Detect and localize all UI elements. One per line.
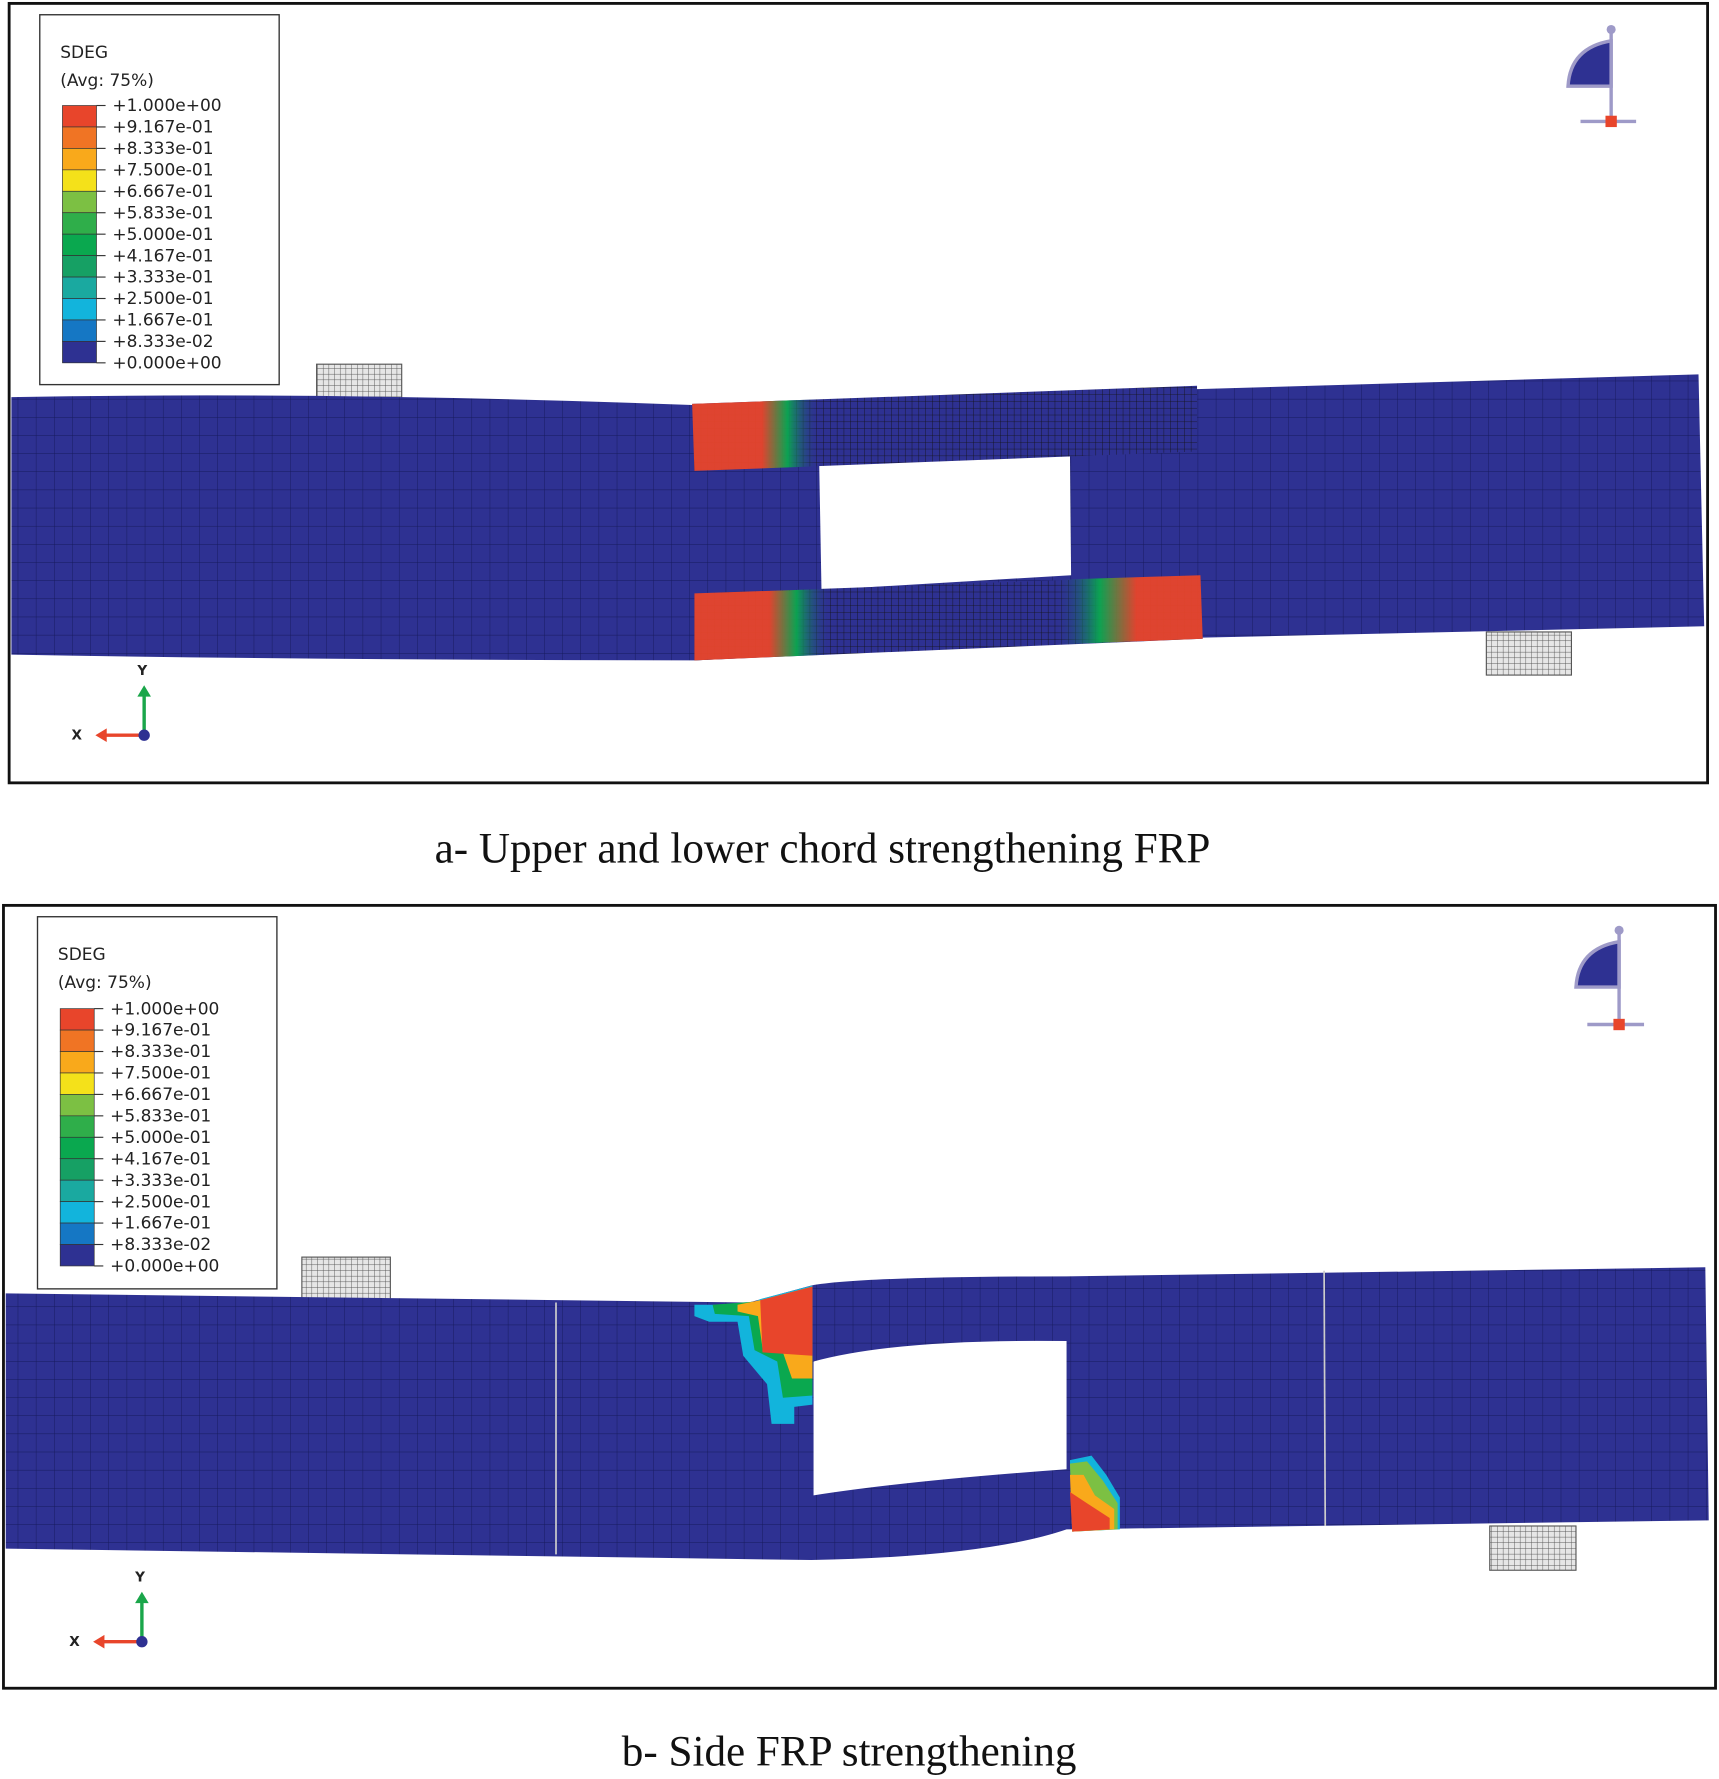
support-plate: [1489, 1525, 1577, 1571]
legend-swatch: [59, 1136, 95, 1160]
damage-zone: [694, 588, 831, 661]
web-opening: [813, 1340, 1067, 1496]
legend-value: +1.667e-01: [112, 311, 213, 331]
legend-value: +4.167e-01: [110, 1149, 211, 1169]
legend-value: +3.333e-01: [110, 1171, 211, 1191]
support-plate: [1485, 631, 1573, 676]
legend-value: +3.333e-01: [112, 268, 213, 288]
legend-value: +1.000e+00: [112, 96, 221, 116]
legend-value: +8.333e-01: [112, 139, 213, 159]
x-axis-label: X: [69, 1634, 80, 1650]
legend-swatch: [59, 1222, 95, 1245]
legend-value: +5.833e-01: [110, 1107, 211, 1127]
legend-swatch: [59, 1244, 95, 1267]
legend-swatch: [59, 1072, 95, 1095]
legend-value: +7.500e-01: [110, 1064, 211, 1084]
legend-swatch: [59, 1051, 95, 1074]
legend-swatch: [62, 190, 97, 214]
legend-swatch: [62, 233, 97, 256]
legend-value: +8.333e-02: [110, 1235, 211, 1255]
caption-b: b- Side FRP strengthening: [622, 1728, 1077, 1775]
y-axis-label: Y: [136, 663, 147, 679]
legend-swatch: [59, 1094, 95, 1117]
load-plate: [301, 1256, 391, 1300]
legend-value: +9.167e-01: [112, 118, 213, 138]
legend-swatch: [62, 319, 97, 342]
view-cube-icon: [1574, 925, 1645, 1031]
legend: SDEG (Avg: 75%) +1.000e+00+9.167e-01+8.3…: [36, 916, 278, 1290]
legend-value: +2.500e-01: [112, 289, 213, 309]
panel-a: SDEG (Avg: 75%) +1.000e+00+9.167e-01+8.3…: [7, 1, 1710, 872]
legend-value: +8.333e-02: [112, 332, 213, 352]
legend-swatch: [62, 341, 97, 364]
legend-value: +2.500e-01: [110, 1192, 211, 1212]
legend-title: SDEG: [58, 945, 106, 965]
legend-value: +6.667e-01: [112, 182, 213, 202]
panel-b: SDEG (Avg: 75%) +1.000e+00+9.167e-01+8.3…: [2, 903, 1717, 1775]
legend-swatch: [62, 105, 97, 128]
legend-value: +5.000e-01: [112, 225, 213, 245]
view-cube-icon: [1566, 24, 1637, 128]
legend-swatch: [62, 276, 97, 299]
legend-value: +0.000e+00: [112, 354, 221, 374]
legend-subtitle: (Avg: 75%): [58, 973, 152, 993]
legend-value: +1.000e+00: [110, 999, 219, 1019]
legend-swatch: [62, 212, 97, 235]
legend-swatch: [62, 298, 97, 321]
legend-title: SDEG: [60, 43, 108, 63]
legend-swatch: [59, 1115, 95, 1138]
legend-swatch: [59, 1158, 95, 1181]
legend-value: +4.167e-01: [112, 246, 213, 266]
legend-value: +6.667e-01: [110, 1085, 211, 1105]
axis-triad: Y X: [69, 1570, 149, 1650]
web-opening: [819, 453, 1072, 590]
legend-value: +5.833e-01: [112, 203, 213, 223]
damage-zone: [694, 1285, 813, 1424]
legend-swatch: [62, 255, 97, 278]
legend-swatch: [62, 126, 97, 149]
legend-swatch: [59, 1008, 95, 1031]
legend-swatch: [62, 148, 97, 171]
legend-subtitle: (Avg: 75%): [60, 71, 154, 91]
x-axis-label: X: [72, 728, 83, 744]
damage-zone: [1069, 1455, 1120, 1532]
legend-swatch: [59, 1029, 95, 1052]
damage-zone: [692, 399, 820, 471]
legend-swatch: [62, 169, 97, 192]
damage-zone: [1055, 575, 1203, 645]
y-axis-label: Y: [134, 1570, 145, 1586]
legend-value: +0.000e+00: [110, 1257, 219, 1277]
legend-value: +7.500e-01: [112, 161, 213, 181]
legend-value: +8.333e-01: [110, 1042, 211, 1062]
legend: SDEG (Avg: 75%) +1.000e+00+9.167e-01+8.3…: [39, 14, 280, 386]
axis-triad: Y X: [72, 663, 151, 744]
legend-swatch: [59, 1179, 95, 1202]
legend-swatch: [59, 1201, 95, 1224]
legend-value: +9.167e-01: [110, 1021, 211, 1041]
caption-a: a- Upper and lower chord strengthening F…: [435, 825, 1211, 872]
legend-value: +5.000e-01: [110, 1128, 211, 1148]
legend-value: +1.667e-01: [110, 1214, 211, 1234]
